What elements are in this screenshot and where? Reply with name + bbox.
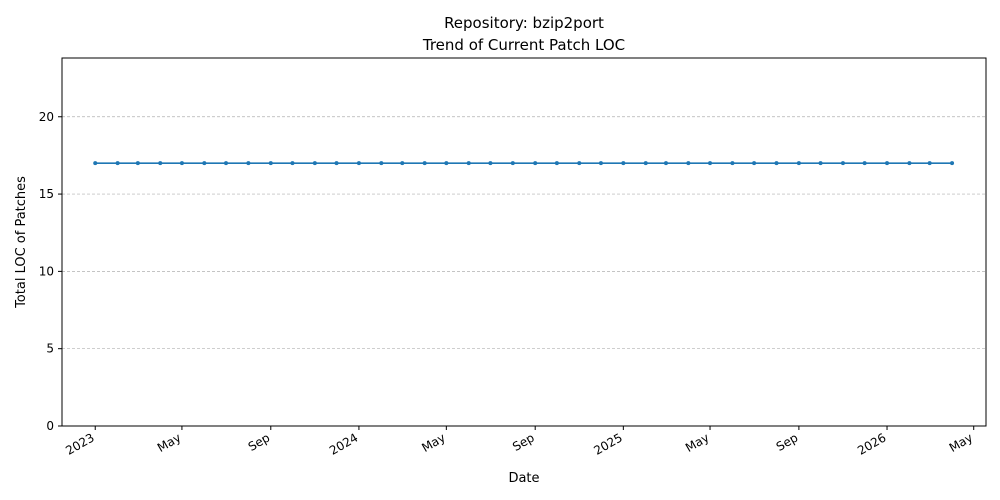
x-axis: 2023 May Sep 2024 May Sep 2025 May Sep 2026 May (63, 426, 975, 458)
data-point (663, 161, 668, 166)
data-point (115, 161, 120, 166)
y-tick-label: 5 (46, 342, 54, 356)
x-tick-label: 2024 (327, 430, 360, 457)
data-point (510, 161, 515, 166)
x-tick-label: May (947, 430, 975, 455)
x-axis-label: Date (508, 471, 539, 486)
data-point (444, 161, 449, 166)
data-point (950, 161, 955, 166)
data-point (223, 161, 228, 166)
data-point (774, 161, 779, 166)
y-tick-label: 20 (39, 110, 54, 124)
plot-frame (61, 57, 987, 427)
data-point (93, 161, 98, 166)
data-point (488, 161, 493, 166)
x-tick-label: May (419, 430, 447, 455)
data-point (246, 161, 251, 166)
x-tick-label: May (155, 430, 183, 455)
data-point (466, 161, 471, 166)
data-point (927, 161, 932, 166)
y-tick-label: 15 (39, 187, 54, 201)
y-axis-label: Total LOC of Patches (14, 176, 29, 309)
data-point (796, 161, 801, 166)
data-point (818, 161, 823, 166)
x-tick-label: 2026 (855, 430, 888, 457)
x-tick-label: Sep (246, 430, 273, 453)
data-point (422, 161, 427, 166)
data-point (708, 161, 713, 166)
chart-subtitle: Trend of Current Patch LOC (422, 36, 625, 54)
data-point (356, 161, 361, 166)
data-point (752, 161, 757, 166)
data-point (179, 161, 184, 166)
data-point (577, 161, 582, 166)
data-point (533, 161, 538, 166)
data-point (554, 161, 559, 166)
y-tick-label: 0 (46, 419, 54, 433)
data-point (730, 161, 735, 166)
chart-title: Repository: bzip2port (444, 14, 604, 32)
data-point (840, 161, 845, 166)
data-point (400, 161, 405, 166)
gridlines (62, 116, 986, 350)
data-point (290, 161, 295, 166)
data-point (643, 161, 648, 166)
data-point (862, 161, 867, 166)
data-point (202, 161, 207, 166)
data-point (885, 161, 890, 166)
x-tick-label: Sep (510, 430, 537, 453)
x-tick-label: Sep (774, 430, 801, 453)
data-point (598, 161, 603, 166)
data-point (268, 161, 273, 166)
data-point (135, 161, 140, 166)
x-tick-label: May (683, 430, 711, 455)
x-tick-label: 2025 (591, 430, 624, 457)
x-tick-label: 2023 (63, 430, 96, 457)
y-tick-label: 10 (39, 264, 54, 278)
data-point (686, 161, 691, 166)
data-points (93, 161, 955, 166)
y-axis: 0 5 10 15 20 (39, 110, 62, 433)
data-point (312, 161, 317, 166)
data-point (907, 161, 912, 166)
data-point (621, 161, 626, 166)
data-point (334, 161, 339, 166)
data-point (158, 161, 163, 166)
data-point (379, 161, 384, 166)
